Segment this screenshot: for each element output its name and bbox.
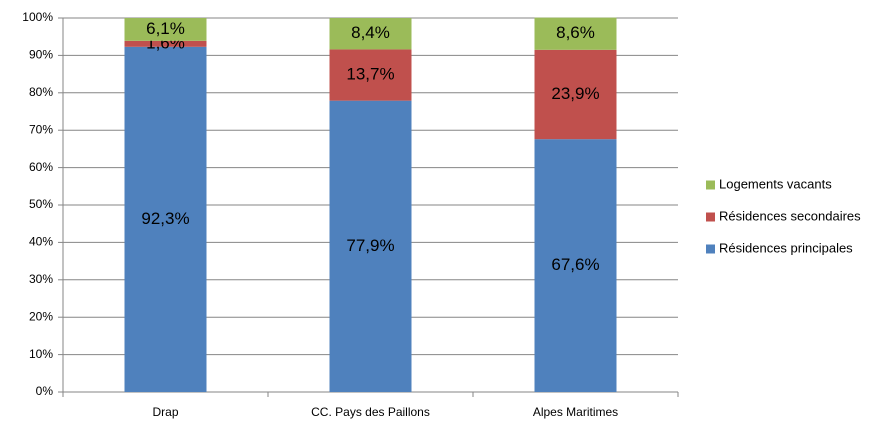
x-tick-label: CC. Pays des Paillons [311, 405, 430, 419]
legend-swatch [706, 244, 715, 254]
bar-segment [124, 46, 207, 392]
legend-label: Résidences secondaires [719, 208, 861, 223]
legend-label: Logements vacants [719, 176, 832, 191]
bar-segment [329, 18, 412, 50]
legend-swatch [706, 212, 715, 222]
y-tick-label: 70% [29, 122, 53, 136]
data-label: 13,7% [346, 65, 394, 84]
y-tick-label: 30% [29, 272, 53, 286]
data-label: 8,4% [351, 23, 390, 42]
x-tick-label: Drap [152, 405, 178, 419]
y-tick-label: 50% [29, 197, 53, 211]
data-label: 77,9% [346, 236, 394, 255]
bar-segment [124, 40, 207, 47]
legend-label: Résidences principales [719, 240, 853, 255]
y-tick-label: 10% [29, 347, 53, 361]
bar-segment [534, 139, 617, 392]
bar-segment [329, 49, 412, 101]
y-tick-label: 20% [29, 309, 53, 323]
bar-segment [534, 17, 617, 50]
legend-swatch [706, 180, 715, 190]
y-tick-label: 40% [29, 235, 53, 249]
data-label: 92,3% [141, 209, 189, 228]
data-label: 8,6% [556, 23, 595, 42]
x-tick-label: Alpes Maritimes [533, 405, 618, 419]
y-tick-label: 0% [36, 384, 54, 398]
data-label: 6,1% [146, 19, 185, 38]
y-tick-label: 90% [29, 48, 53, 62]
bar-segment [124, 18, 207, 41]
y-tick-label: 60% [29, 160, 53, 174]
data-label: 23,9% [551, 84, 599, 103]
bar-segment [329, 100, 412, 393]
data-label: 67,6% [551, 255, 599, 274]
y-tick-label: 80% [29, 85, 53, 99]
y-tick-label: 100% [22, 10, 53, 24]
bar-segment [534, 49, 617, 140]
